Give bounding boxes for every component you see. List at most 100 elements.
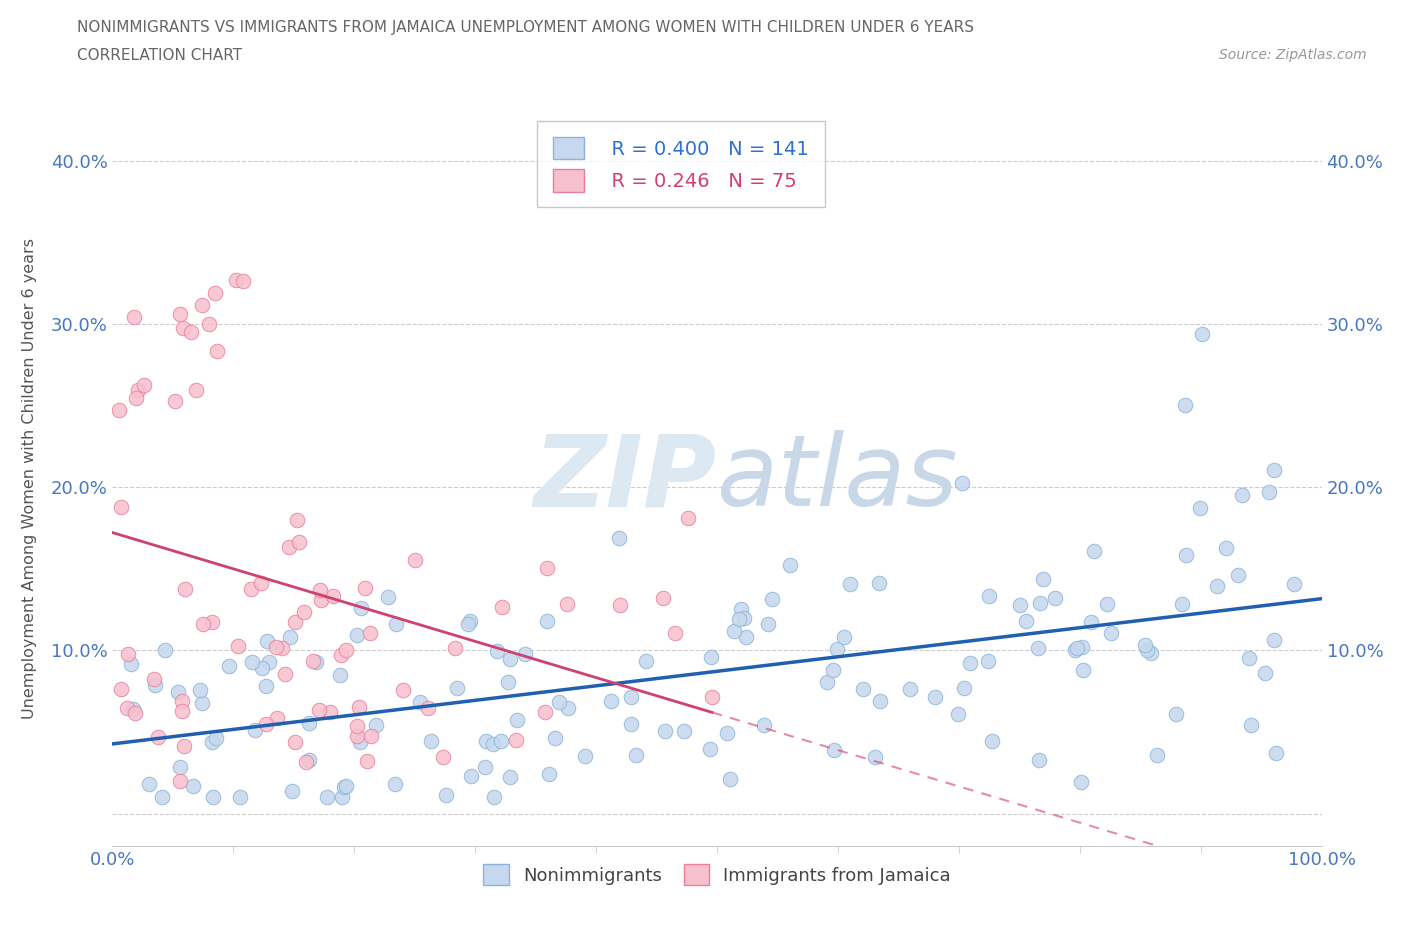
- Point: [499, 770, 522, 785]
- Point: [557, 700, 579, 715]
- Point: [349, 735, 371, 750]
- Point: [416, 700, 439, 715]
- Point: [700, 689, 723, 704]
- Point: [1254, 665, 1277, 680]
- Point: [1080, 614, 1102, 629]
- Point: [574, 749, 596, 764]
- Point: [728, 612, 751, 627]
- Point: [191, 617, 214, 631]
- Point: [1008, 598, 1031, 613]
- Point: [274, 666, 297, 681]
- Point: [1240, 717, 1263, 732]
- Point: [1095, 597, 1118, 612]
- Point: [536, 561, 558, 576]
- Point: [201, 734, 224, 749]
- Point: [254, 678, 277, 693]
- Point: [609, 598, 631, 613]
- Point: [1257, 485, 1279, 499]
- Point: [1028, 595, 1050, 610]
- Point: [699, 741, 721, 756]
- Point: [298, 716, 321, 731]
- Point: [474, 760, 496, 775]
- Point: [295, 755, 318, 770]
- Point: [1032, 572, 1054, 587]
- Point: [256, 633, 278, 648]
- Point: [538, 767, 561, 782]
- Point: [322, 589, 344, 604]
- Point: [1226, 567, 1249, 582]
- Point: [1191, 326, 1213, 341]
- Point: [180, 325, 202, 339]
- Point: [1026, 640, 1049, 655]
- Point: [547, 695, 569, 710]
- Point: [482, 790, 505, 804]
- Point: [332, 779, 354, 794]
- Point: [124, 706, 146, 721]
- Point: [1083, 544, 1105, 559]
- Point: [496, 674, 519, 689]
- Point: [513, 646, 536, 661]
- Point: [330, 790, 353, 804]
- Point: [284, 614, 307, 629]
- Point: [1237, 650, 1260, 665]
- Text: Source: ZipAtlas.com: Source: ZipAtlas.com: [1219, 48, 1367, 62]
- Text: ZIP: ZIP: [534, 431, 717, 527]
- Point: [404, 552, 426, 567]
- Point: [384, 617, 406, 631]
- Point: [384, 777, 406, 791]
- Point: [1066, 641, 1088, 656]
- Point: [392, 683, 415, 698]
- Point: [1028, 752, 1050, 767]
- Point: [499, 651, 522, 666]
- Point: [444, 640, 467, 655]
- Point: [1174, 397, 1197, 412]
- Point: [1206, 578, 1229, 593]
- Point: [169, 774, 191, 789]
- Point: [1140, 645, 1163, 660]
- Point: [183, 778, 205, 793]
- Point: [555, 596, 578, 611]
- Point: [173, 738, 195, 753]
- Point: [167, 684, 190, 699]
- Point: [285, 512, 308, 527]
- Point: [356, 753, 378, 768]
- Point: [169, 307, 191, 322]
- Point: [278, 629, 301, 644]
- Point: [834, 630, 856, 644]
- Point: [981, 734, 1004, 749]
- Point: [304, 655, 326, 670]
- Point: [350, 601, 373, 616]
- Point: [761, 591, 783, 606]
- Point: [308, 702, 330, 717]
- Text: NONIMMIGRANTS VS IMMIGRANTS FROM JAMAICA UNEMPLOYMENT AMONG WOMEN WITH CHILDREN : NONIMMIGRANTS VS IMMIGRANTS FROM JAMAICA…: [77, 20, 974, 35]
- Point: [1265, 746, 1288, 761]
- Point: [1064, 643, 1087, 658]
- Point: [188, 682, 211, 697]
- Point: [1188, 500, 1211, 515]
- Point: [1146, 748, 1168, 763]
- Point: [335, 642, 357, 657]
- Point: [201, 790, 224, 804]
- Point: [232, 274, 254, 289]
- Point: [664, 625, 686, 640]
- Point: [150, 790, 173, 804]
- Point: [505, 733, 527, 748]
- Point: [458, 613, 481, 628]
- Point: [174, 582, 197, 597]
- Point: [723, 624, 745, 639]
- Point: [950, 475, 973, 490]
- Point: [335, 778, 357, 793]
- Point: [869, 694, 891, 709]
- Point: [636, 654, 658, 669]
- Point: [110, 682, 132, 697]
- Point: [651, 591, 673, 605]
- Point: [823, 663, 845, 678]
- Y-axis label: Unemployment Among Women with Children Under 6 years: Unemployment Among Women with Children U…: [22, 238, 37, 720]
- Point: [225, 272, 247, 287]
- Point: [205, 344, 228, 359]
- Point: [752, 718, 775, 733]
- Point: [533, 704, 555, 719]
- Point: [491, 599, 513, 614]
- Point: [946, 707, 969, 722]
- Point: [779, 558, 801, 573]
